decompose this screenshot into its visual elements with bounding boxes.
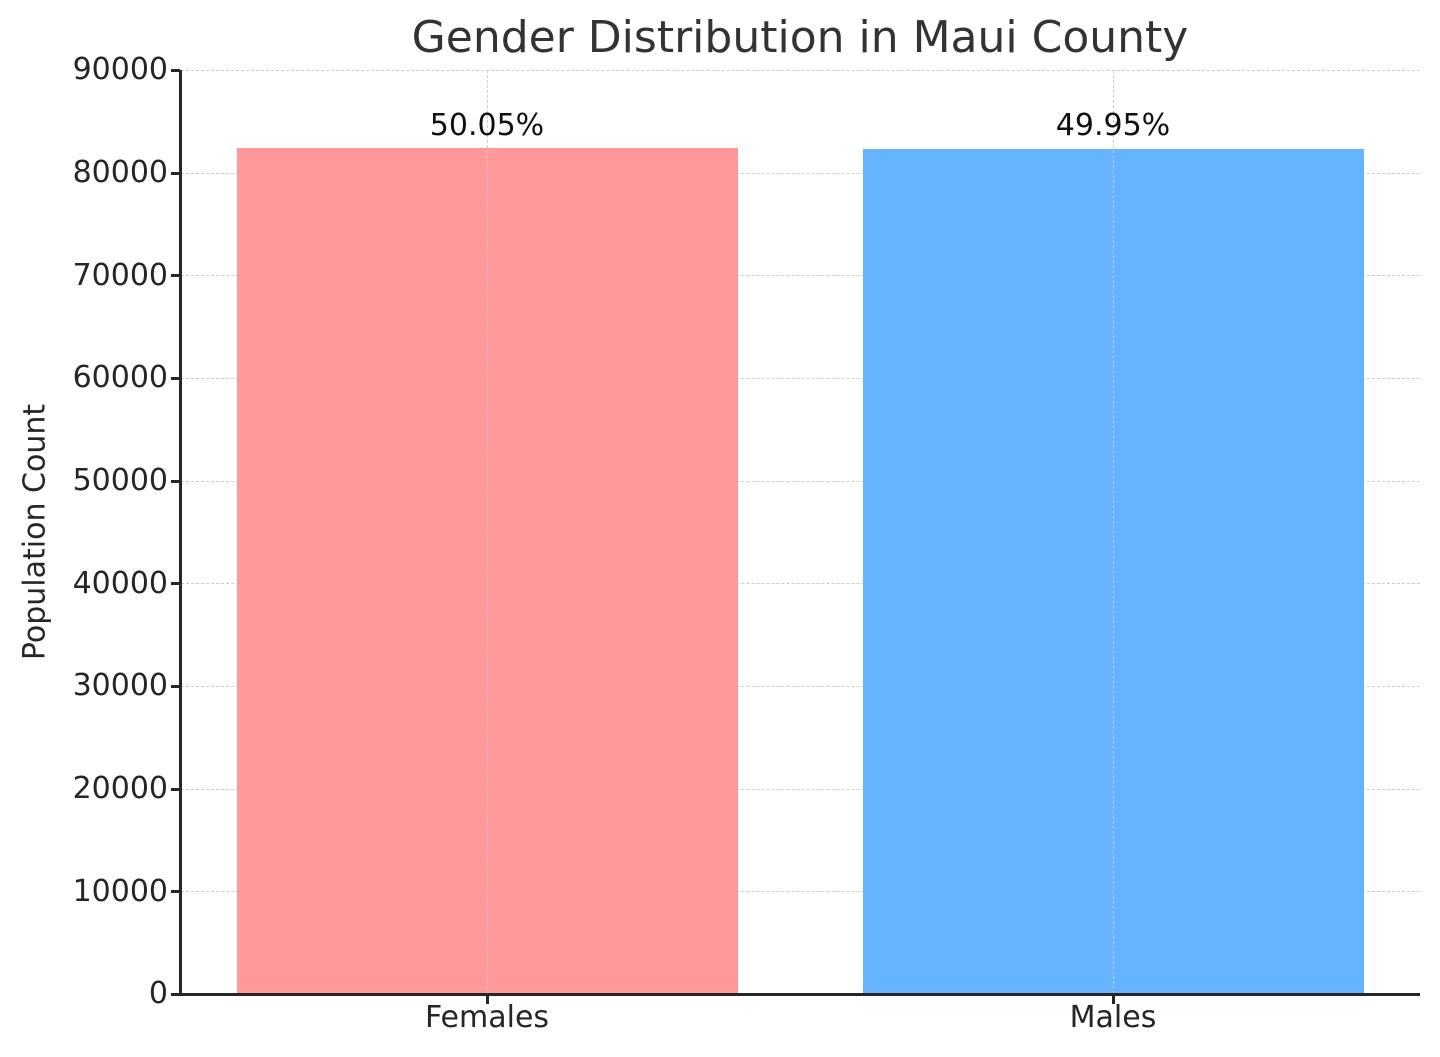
y-tick-label: 10000 — [72, 874, 168, 909]
x-axis — [179, 993, 1420, 996]
gridline — [181, 172, 1420, 174]
bar-label-males: 49.95% — [1055, 108, 1171, 143]
y-tick-label: 80000 — [72, 155, 168, 190]
y-tick — [171, 788, 180, 791]
y-tick-label: 70000 — [72, 258, 168, 293]
y-tick — [171, 890, 180, 893]
gridline — [487, 70, 488, 994]
y-tick-label: 40000 — [72, 566, 168, 601]
y-tick — [171, 993, 180, 996]
gridline — [181, 686, 1420, 687]
y-tick — [171, 172, 180, 175]
gridline — [181, 378, 1420, 379]
y-tick — [171, 377, 180, 380]
bar-label-females: 50.05% — [429, 108, 545, 143]
y-tick — [171, 274, 180, 277]
gridline — [181, 70, 1420, 71]
x-tick-label-males: Males — [1069, 1000, 1157, 1035]
y-tick-label: 90000 — [72, 52, 168, 87]
x-tick — [486, 995, 489, 1004]
gridline — [181, 480, 1420, 482]
y-axis — [179, 70, 182, 996]
y-tick — [171, 685, 180, 688]
gridline — [181, 583, 1420, 585]
gridline — [181, 788, 1420, 790]
y-tick-label: 50000 — [72, 463, 168, 498]
x-tick-label-females: Females — [424, 1000, 550, 1035]
gridline — [181, 891, 1420, 893]
y-tick-label: 60000 — [72, 360, 168, 395]
y-tick-label: 0 — [148, 976, 168, 1011]
y-tick-label: 30000 — [72, 668, 168, 703]
y-tick-label: 20000 — [72, 771, 168, 806]
x-tick — [1112, 995, 1115, 1004]
y-tick — [171, 480, 180, 483]
y-tick — [171, 582, 180, 585]
y-axis-label: Population Count — [17, 403, 53, 661]
plot-area: 50.05% 49.95% — [181, 70, 1420, 994]
chart-title: Gender Distribution in Maui County — [411, 12, 1189, 63]
gridline — [181, 275, 1420, 277]
y-tick — [171, 69, 180, 72]
gridline — [1113, 70, 1114, 994]
